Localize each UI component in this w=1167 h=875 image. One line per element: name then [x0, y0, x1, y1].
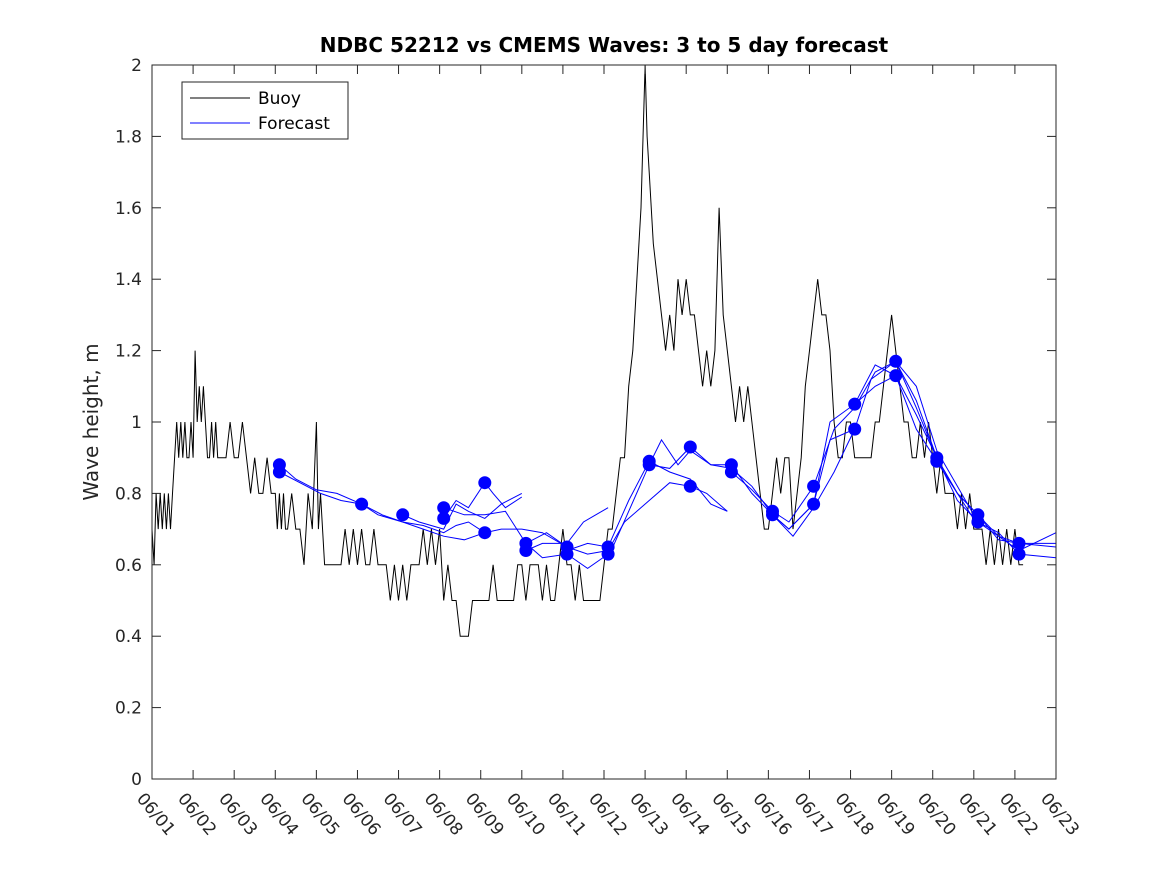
- forecast-marker-30: [930, 454, 944, 468]
- forecast-marker-23: [807, 479, 821, 493]
- x-tick-label: 06/16: [749, 789, 796, 839]
- y-tick-label: 1.4: [115, 270, 142, 290]
- y-tick-label: 2: [131, 56, 142, 76]
- legend: Buoy Forecast: [181, 81, 349, 140]
- forecast-marker-26: [848, 422, 862, 436]
- y-tick-label: 0.6: [115, 556, 142, 576]
- forecast-line-12: [731, 360, 938, 523]
- forecast-line-1: [279, 464, 362, 505]
- x-tick-label: 06/04: [255, 789, 302, 839]
- y-tick-label: 1: [131, 413, 142, 433]
- forecast-line-3: [361, 503, 568, 548]
- forecast-marker-18: [683, 479, 697, 493]
- x-tick-label: 06/02: [173, 789, 220, 839]
- x-tick-label: 06/15: [707, 789, 754, 839]
- x-tick-label: 06/20: [913, 789, 960, 839]
- x-tick-label: 06/19: [872, 789, 919, 839]
- forecast-marker-22: [766, 508, 779, 522]
- forecast-line-4: [402, 492, 523, 530]
- forecast-marker-16: [642, 458, 656, 472]
- forecast-marker-8: [478, 526, 492, 540]
- forecast-marker-7: [478, 476, 492, 490]
- x-tick-label: 06/23: [1036, 789, 1083, 839]
- legend-buoy-label: Buoy: [258, 89, 301, 109]
- x-tick-label: 06/06: [338, 789, 385, 839]
- y-tick-label: 0: [131, 770, 142, 790]
- forecast-marker-20: [724, 465, 738, 479]
- forecast-marker-2: [272, 465, 286, 479]
- x-tick-label: 06/18: [831, 789, 878, 839]
- forecast-marker-32: [971, 515, 985, 529]
- forecast-line-11: [649, 428, 856, 537]
- x-tick-label: 06/05: [297, 789, 344, 839]
- y-tick-label: 0.8: [115, 484, 142, 504]
- y-axis-label: Wave height, m: [79, 343, 103, 500]
- forecast-line-2: [279, 471, 485, 541]
- forecast-marker-6: [437, 511, 451, 525]
- forecast-marker-12: [560, 547, 574, 561]
- y-tick-label: 0.4: [115, 627, 142, 647]
- x-tick-label: 06/13: [625, 789, 672, 839]
- x-tick-label: 06/03: [214, 789, 261, 839]
- x-tick-label: 06/09: [461, 789, 508, 839]
- x-tick-label: 06/14: [666, 789, 713, 839]
- x-tick-label: 06/21: [954, 789, 1001, 839]
- forecast-marker-24: [807, 497, 821, 511]
- chart-title: NDBC 52212 vs CMEMS Waves: 3 to 5 day fo…: [320, 33, 889, 57]
- x-tick-label: 06/22: [995, 789, 1042, 839]
- y-tick-label: 1.6: [115, 199, 142, 219]
- y-tick-label: 1.2: [115, 342, 142, 362]
- x-tick-label: 06/01: [132, 789, 179, 839]
- legend-box: [181, 81, 349, 140]
- forecast-marker-3: [355, 497, 369, 511]
- forecast-marker-10: [519, 544, 533, 557]
- forecast-marker-5: [437, 501, 451, 515]
- data-layer: [151, 64, 1057, 637]
- forecast-marker-25: [848, 397, 862, 411]
- x-tick-label: 06/17: [790, 789, 837, 839]
- x-tick-label: 06/10: [502, 789, 549, 839]
- forecast-marker-28: [889, 369, 903, 383]
- y-tick-label: 1.8: [115, 127, 142, 147]
- forecast-marker-17: [683, 440, 697, 454]
- forecast-marker-14: [601, 547, 615, 561]
- forecast-line-7: [525, 507, 609, 551]
- legend-forecast-label: Forecast: [258, 114, 330, 134]
- y-tick-label: 0.2: [115, 699, 142, 719]
- forecast-marker-4: [396, 508, 410, 522]
- x-tick-label: 06/11: [543, 789, 590, 839]
- x-tick-label: 06/12: [584, 789, 631, 839]
- forecast-marker-33: [1012, 536, 1026, 550]
- buoy-series-line: [151, 64, 1024, 637]
- forecast-marker-34: [1012, 547, 1026, 561]
- x-tick-label: 06/08: [420, 789, 467, 839]
- forecast-marker-27: [889, 354, 903, 368]
- x-tick-label: 06/07: [379, 789, 426, 839]
